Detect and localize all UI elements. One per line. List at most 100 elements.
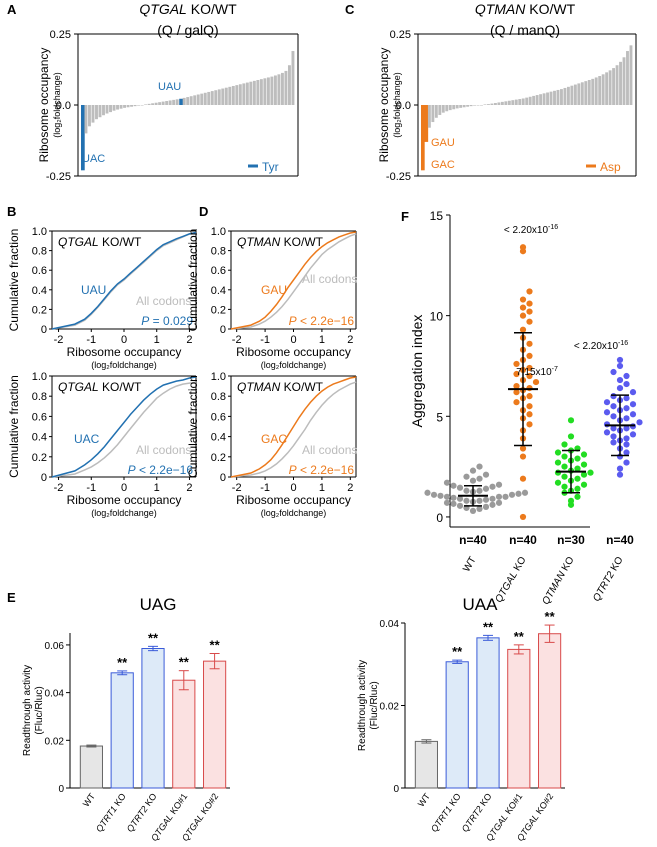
x-tick-label-B2: 2 (186, 482, 192, 494)
y-tick-label-B1: 1.0 (32, 226, 47, 238)
y-tick-label-D1: 0.6 (211, 265, 226, 277)
bar-C (490, 103, 494, 105)
panel-E2: UAA 0 0.02 0.04 Readthrough activity (Fluc/Rl… (357, 595, 565, 843)
p-value-base: 7.15x10 (516, 367, 552, 378)
significance-E1: ** (210, 638, 221, 653)
scatter-point-1 (526, 411, 533, 418)
scatter-point-3 (623, 372, 630, 380)
bar-C (438, 105, 442, 115)
bar-C (424, 105, 429, 142)
scatter-point-0 (430, 491, 438, 498)
n-label-2: n=30 (557, 533, 585, 547)
scatter-point-3 (610, 425, 617, 432)
x-tick-label-D1: 0 (290, 334, 296, 346)
codon-label-D1: GAU (261, 283, 287, 297)
scatter-point-3 (616, 356, 624, 364)
x-tick-label-E2-italic: QTRT2 (460, 804, 485, 834)
scatter-point-2 (567, 417, 575, 424)
scatter-point-2 (554, 449, 562, 456)
scatter-point-3 (629, 423, 637, 430)
cdf-line-D1-all (230, 233, 357, 330)
x-tick-label-E1-italic: QTGAL (180, 812, 206, 843)
x-tick-label-B2: 1 (154, 482, 160, 494)
p-value-B2: P < 2.2e−16 (128, 463, 194, 477)
x-tick-label-E2-italic: QTRT1 (429, 804, 454, 834)
bar-A (186, 97, 190, 105)
scatter-point-1 (519, 513, 527, 521)
y-tick-label-A: -0.25 (46, 171, 71, 183)
bar-A (245, 82, 249, 105)
x-tick-label-E1: QTRT2 KO (125, 791, 159, 833)
bar-A (98, 105, 102, 118)
panel-letter-B1: B (7, 204, 16, 219)
x-tick-label-E1-rest: WT (81, 791, 98, 809)
codon-label-B2: UAC (74, 432, 100, 446)
y-tick-label-D2: 0.2 (211, 452, 226, 464)
bar-C (560, 89, 563, 105)
cdf-line-D2-GAC (230, 376, 357, 478)
bar-A (221, 88, 225, 105)
x-tick-label-F: QTRT2 KO (591, 555, 626, 604)
scatter-point-0 (476, 475, 483, 482)
y-tick-label-D2: 0.6 (211, 411, 226, 423)
bar-C (525, 97, 529, 105)
scatter-point-0 (469, 467, 477, 474)
scatter-point-2 (580, 481, 588, 488)
y-tick-label-A: 0.25 (50, 29, 71, 41)
panel-E1: E UAG 0 0.02 0.04 0.06 Readthrough activity (Fl… (7, 590, 230, 843)
scatter-point-2 (567, 433, 575, 440)
bar-C (539, 94, 543, 105)
scatter-point-0 (476, 487, 483, 494)
bar-E1 (172, 679, 196, 789)
bar-A (231, 85, 235, 105)
bar-C (441, 105, 445, 113)
bar-A (291, 51, 295, 105)
bar-A (242, 83, 246, 105)
chart-title-E2: UAA (463, 595, 499, 614)
y-tick-label-B2: 0.6 (32, 411, 47, 423)
bar-C (591, 78, 595, 105)
bar-A (277, 74, 281, 105)
x-tick-label-E2-italic: QTGAL (515, 812, 541, 843)
scatter-point-0 (489, 495, 496, 502)
bar-C (459, 105, 463, 108)
bar-A (249, 81, 253, 105)
scatter-point-2 (554, 469, 562, 476)
scatter-point-3 (616, 465, 624, 472)
scatter-point-0 (521, 489, 529, 496)
bar-A (140, 105, 144, 106)
y-tick-label-D1: 0.4 (211, 285, 226, 297)
p-value-B2-italic: P (128, 463, 136, 477)
bar-C (594, 77, 598, 105)
legend-label-A: Tyr (262, 160, 279, 174)
chart-title-C: QTMAN KO/WT (475, 1, 576, 17)
chart-title-B2-italic: QTGAL (58, 380, 99, 394)
x-tick-label-D2: 2 (347, 482, 353, 494)
bar-C (584, 81, 588, 105)
p-value-D1-rest: < 2.2e−16 (297, 314, 355, 328)
bar-C (601, 74, 605, 105)
scatter-point-3 (603, 421, 611, 428)
scatter-point-1 (513, 382, 520, 390)
all-codons-label-B2: All codons (136, 443, 191, 457)
all-codons-label-D1: All codons (302, 272, 357, 286)
y-axis-label-C: Ribosome occupancy (377, 48, 391, 163)
chart-title-D1: QTMAN KO/WT (237, 235, 324, 249)
bar-A (182, 97, 186, 105)
bar-E2 (538, 633, 562, 789)
bar-C (445, 105, 449, 112)
scatter-point-3 (616, 362, 624, 370)
bar-A (168, 100, 172, 105)
scatter-point-0 (424, 489, 431, 496)
scatter-point-3 (610, 368, 617, 376)
bar-E2 (414, 740, 438, 789)
x-tick-label-D2: -1 (260, 482, 270, 494)
p-value-base: < 2.20x10 (504, 225, 549, 236)
scatter-point-3 (623, 449, 630, 456)
y-axis-label-D2: Cumulative fraction (186, 375, 200, 478)
scatter-point-0 (482, 496, 490, 503)
x-tick-label-F-rest: KO (558, 555, 576, 576)
bar-A (84, 105, 88, 134)
bar-C (473, 105, 477, 106)
scatter-point-3 (623, 425, 630, 432)
